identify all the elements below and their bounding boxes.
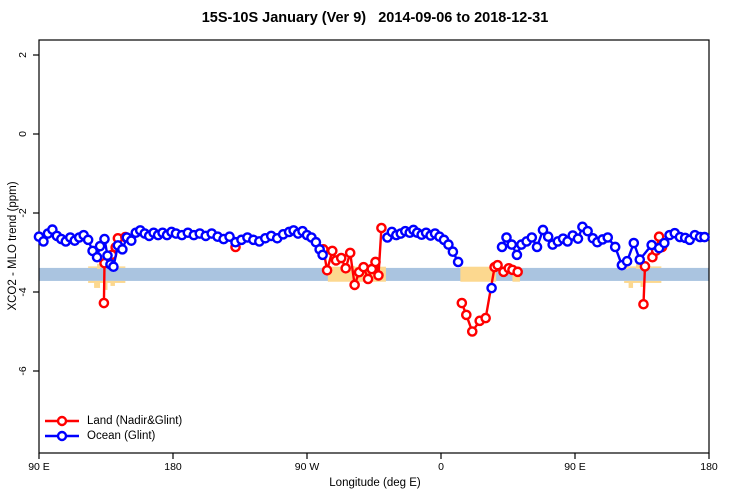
y-tick-label: 0 [17,131,29,137]
ocean-series-point [609,241,621,253]
land-region-spike [94,280,101,288]
land-series-point [349,279,360,291]
x-tick-label: 180 [700,461,718,473]
land-region-spike [97,263,101,269]
legend-label-ocean: Ocean (Glint) [87,429,156,442]
land-series-point [456,297,468,309]
ocean-series-point [94,240,106,252]
ocean-series-point [634,254,646,265]
land-series-line [642,266,647,305]
x-tick-label: 90 E [28,461,50,473]
ocean-series-point [582,225,593,237]
land-series-point [362,273,374,285]
ocean-series-point [108,261,119,273]
x-tick-label: 0 [438,461,444,473]
ocean-series-point [317,249,328,261]
land-region-spike [110,280,115,286]
land-series-point [492,259,503,271]
land-series-point [327,245,338,257]
ocean-series-point [443,239,454,250]
ocean-series-point [82,234,94,246]
land-region-spike [636,261,641,269]
ocean-series-point [501,232,512,243]
ocean-series-point [91,251,103,263]
land-series-point [344,247,356,259]
ocean-series-point [526,232,538,243]
y-tick-label: -4 [17,287,29,296]
land-series-point [358,261,369,273]
land-series-point [461,309,472,321]
land-region-spike [640,280,645,287]
ocean-series-point [699,231,710,243]
ocean-series-point [628,237,640,249]
ocean-series-point [537,224,549,236]
ocean-series-point [602,232,614,243]
ocean-series-point [572,233,584,244]
legend-row-land: Land (Nadir&Glint) [44,413,182,428]
land-series-point [512,266,523,278]
ocean-series-point [506,239,518,250]
ocean-series-point [117,244,128,255]
ocean-series-point [102,250,113,261]
legend: Land (Nadir&Glint) Ocean (Glint) [44,413,182,443]
x-tick-label: 180 [164,461,182,473]
x-tick-label: 90 E [564,461,586,473]
land-series-point [376,222,387,234]
land-series-point [466,326,478,337]
land-region-spike [628,280,634,288]
land-series-point [653,231,665,242]
ocean-series-point [38,236,49,247]
plot-box [38,39,710,454]
y-tick-label: 2 [17,52,29,58]
ocean-series-point [496,241,508,253]
chart-title: 15S-10S January (Ver 9) 2014-09-06 to 20… [201,10,549,26]
land-series-point [480,312,491,324]
land-series-point [373,270,384,281]
ocean-series-point [99,233,110,245]
land-series-marker-icon [45,415,79,426]
x-axis-label: Longitude (deg E) [329,477,421,489]
legend-point [56,430,68,441]
land-series-point [340,262,352,274]
ocean-series-point [452,256,464,268]
ocean-series-point [486,282,497,294]
y-tick-label: -6 [17,366,29,375]
land-region [460,266,497,282]
land-series-line [102,263,106,304]
land-series-point [638,298,649,310]
ocean-series-point [511,249,523,261]
land-series-point [321,264,333,276]
ocean-series-point [659,237,670,249]
land-series-point [98,297,110,309]
y-tick-label: -2 [17,208,29,217]
legend-row-ocean: Ocean (Glint) [44,428,182,443]
ocean-series-point [542,231,554,242]
x-tick-label: 90 W [295,461,320,473]
ocean-series-point [447,246,459,258]
ocean-series-point [126,235,137,246]
legend-label-land: Land (Nadir&Glint) [87,414,183,427]
land-series-point [335,252,347,264]
ocean-series-point [621,255,633,267]
land-series-point [639,261,651,272]
ocean-series-point [531,241,543,253]
ocean-series-marker-icon [45,430,79,441]
legend-point [56,415,68,426]
land-series-point [370,256,381,268]
